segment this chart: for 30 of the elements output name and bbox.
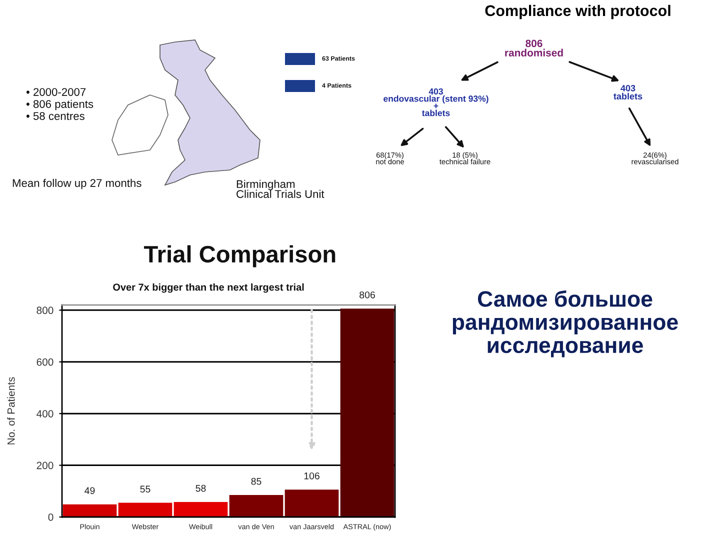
bar — [118, 502, 172, 517]
data-label: 49 — [84, 487, 95, 494]
text: Самое большое рандомизированное исследование — [452, 290, 678, 358]
text: • 58 centres — [26, 112, 84, 120]
text: • 2000-2007 — [26, 88, 86, 96]
chart-subtitle: Over 7x bigger than the next largest trial — [113, 283, 304, 293]
text: Compliance with protocol — [485, 4, 670, 20]
text: • 806 patients — [26, 100, 94, 110]
y-axis-title: No. of Patients — [7, 377, 15, 444]
data-label: 58 — [196, 484, 206, 492]
y-tick-label: 400 — [36, 410, 54, 418]
y-tick-label: 0 — [48, 514, 54, 521]
data-label: 55 — [140, 486, 150, 493]
text: 403 tablets — [614, 84, 642, 100]
text: Mean follow up 27 months — [12, 178, 142, 190]
chart-title: Trial Comparison — [144, 245, 336, 268]
y-tick-label: 800 — [36, 306, 54, 314]
data-label: 85 — [251, 478, 262, 485]
bar — [229, 495, 284, 517]
text: 806 randomised — [505, 40, 563, 56]
text: Birmingham Clinical Trials Unit — [236, 180, 324, 198]
bar — [62, 504, 117, 517]
bar — [174, 502, 228, 517]
data-label: 106 — [304, 472, 320, 480]
bar — [340, 308, 394, 517]
text: 403 endovascular (stent 93%) + tablets — [384, 88, 488, 116]
bar — [284, 490, 339, 517]
y-tick-label: 600 — [36, 358, 54, 366]
y-tick-label: 200 — [36, 462, 54, 470]
data-label: 806 — [360, 291, 375, 298]
